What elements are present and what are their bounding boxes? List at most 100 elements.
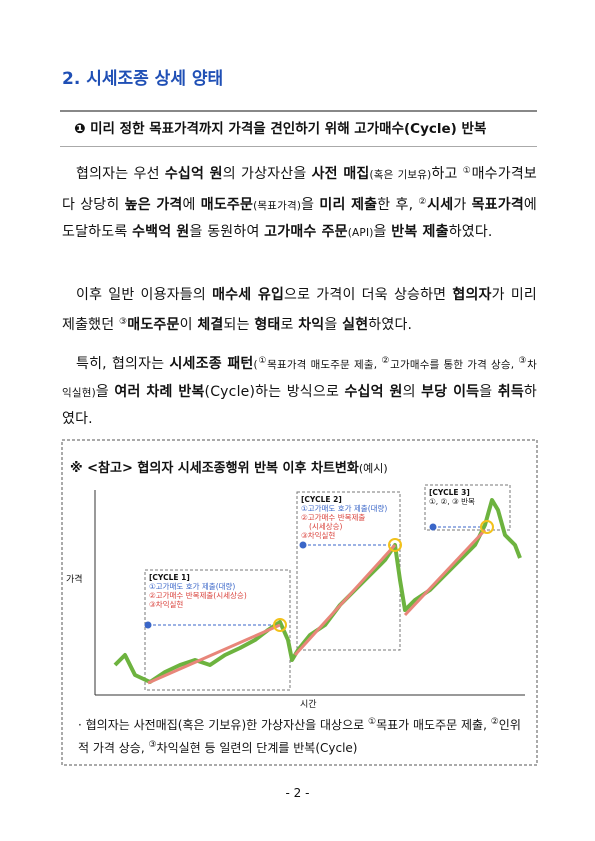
text-run: 차익실현 등 일련의 단계를 반복(Cycle): [156, 741, 358, 755]
text-run: 을: [479, 383, 498, 400]
figure-frame: [61, 439, 538, 766]
text-run: ①: [257, 356, 268, 366]
text-run: ②고가매수 반복제출(시세상승): [149, 591, 247, 600]
text-run: ③: [118, 316, 128, 327]
text-run: 수십억 원: [344, 383, 403, 400]
text-run: 가: [453, 196, 472, 213]
text-run: 매수가격보다 상당히: [62, 166, 537, 213]
paragraph: 특히, 협의자는 시세조종 패턴(①목표가격 매도주문 제출, ②고가매수를 통…: [62, 348, 537, 433]
text-run: ②: [418, 196, 428, 207]
text-run: 협의자: [452, 287, 492, 303]
text-run: 매도주문: [127, 316, 180, 333]
text-run: 미리 제출: [319, 196, 378, 213]
text-run: (혹은 기보유): [369, 169, 432, 181]
y-axis-label: 가격: [66, 575, 83, 585]
text-run: 로: [280, 316, 299, 333]
target-dot: [144, 621, 152, 629]
text-run: 차익실현): [62, 359, 537, 399]
text-run: 고가매수를 통한 가격 상승,: [390, 359, 519, 371]
text-run: [CYCLE 1]: [149, 573, 190, 582]
text-run: ①고가매도 호가 제출(대량): [301, 504, 388, 513]
text-run: ③: [518, 356, 528, 366]
figure-title: ※ <참고> 협의자 시세조종행위 반복 이후 차트변화(예시): [70, 457, 388, 476]
text-run: 을: [95, 383, 115, 400]
text-run: 이후 일반 이용자들의: [76, 287, 213, 303]
text-run: [CYCLE 2]: [301, 495, 342, 504]
text-run: 한 후,: [377, 196, 419, 213]
text-run: 목표가격: [471, 196, 524, 213]
text-run: · 협의자는 사전매집(혹은 기보유)한 가상자산을 대상으로: [78, 718, 368, 732]
peak-marker: [480, 520, 494, 534]
text-run: 특히, 협의자는: [76, 356, 170, 372]
text-run: 에: [182, 196, 201, 213]
text-run: 협의자는 우선: [76, 166, 165, 182]
text-run: 되는: [223, 316, 255, 333]
text-run: ②: [490, 717, 499, 727]
text-run: 매도주문: [200, 196, 254, 213]
text-run: 을 동원하여: [189, 224, 265, 240]
text-run: 하고: [431, 166, 463, 182]
figure-caption: · 협의자는 사전매집(혹은 기보유)한 가상자산을 대상으로 ①목표가 매도주…: [78, 712, 530, 758]
text-run: ①, ②, ③ 반복: [429, 497, 475, 506]
text-run: 수십억 원: [164, 166, 223, 182]
text-run: 을: [373, 224, 392, 240]
trend-line: [403, 528, 487, 617]
text-run: ①: [462, 166, 472, 176]
text-run: 실현: [342, 316, 369, 333]
text-run: (API): [347, 227, 374, 239]
cycle-label: [CYCLE 2] ①고가매도 호가 제출(대량) ②고가매수 반복제출 (시세…: [301, 495, 387, 540]
trend-line: [147, 623, 281, 685]
text-run: 수백억 원: [132, 224, 190, 240]
text-run: 을: [301, 196, 320, 213]
cycle-label: [CYCLE 1] ①고가매도 호가 제출(대량) ②고가매수 반복제출(시세상…: [149, 573, 247, 609]
text-run: 체결: [197, 316, 224, 333]
page-number: - 2 -: [285, 786, 310, 800]
text-run: 인위적 가격 상승,: [78, 718, 521, 755]
text-run: 목표가 매도주문 제출,: [376, 718, 491, 732]
cycle-label: [CYCLE 3] ①, ②, ③ 반복: [429, 488, 475, 506]
text-run: ②고가매수 반복제출: [301, 513, 366, 522]
text-run: 하였다.: [62, 383, 538, 428]
text-run: ①고가매도 호가 제출(대량): [149, 582, 236, 591]
trend-line: [293, 543, 397, 657]
paragraph: 이후 일반 이용자들의 매수세 유입으로 가격이 더욱 상승하면 협의자가 미리…: [62, 282, 537, 338]
section-title: 2. 시세조종 상세 양태: [62, 69, 224, 89]
text-run: 취득: [497, 383, 524, 400]
cycle-box: [144, 569, 291, 691]
text-run: 하였다.: [448, 224, 493, 240]
peak-marker: [273, 618, 287, 632]
text-run: 여러 차례 반복: [114, 383, 205, 400]
text-run: 을: [324, 316, 343, 333]
x-axis-label: 시간: [300, 700, 317, 710]
text-run: ③차익실현: [301, 531, 336, 540]
text-run: (시세상승): [309, 522, 343, 531]
text-run: (예시): [358, 462, 388, 475]
target-dot: [429, 523, 437, 531]
text-run: ①: [368, 717, 377, 727]
text-run: ③: [148, 740, 157, 750]
text-run: 높은 가격: [124, 196, 183, 213]
subheading: ❶ 미리 정한 목표가격까지 가격을 견인하기 위해 고가매수(Cycle) 반…: [60, 110, 537, 147]
text-run: 부당 이득: [421, 383, 480, 400]
text-run: ③차익실현: [149, 600, 184, 609]
text-run: 가 미리 제출했던: [62, 287, 537, 333]
text-run: 하였다.: [368, 316, 413, 333]
text-run: 사전 매집: [311, 166, 370, 182]
text-run: 차익: [298, 316, 325, 333]
text-run: 으로 가격이 더욱 상승하면: [284, 287, 453, 303]
text-run: 시세: [427, 196, 454, 213]
text-run: 매수세 유입: [212, 287, 285, 303]
text-run: ②: [381, 356, 391, 366]
text-run: 의 가상자산을: [222, 166, 312, 182]
text-run: 반복 제출: [391, 224, 449, 240]
text-run: 고가매수 주문: [264, 224, 348, 240]
target-dot: [299, 541, 307, 549]
text-run: 목표가격 매도주문 제출,: [267, 359, 382, 371]
text-run: 시세조종 패턴: [169, 356, 254, 372]
paragraph: 협의자는 우선 수십억 원의 가상자산을 사전 매집(혹은 기보유)하고 ①매수…: [62, 158, 537, 247]
text-run: 형태: [254, 316, 281, 333]
text-run: 에 도달하도록: [62, 196, 537, 241]
